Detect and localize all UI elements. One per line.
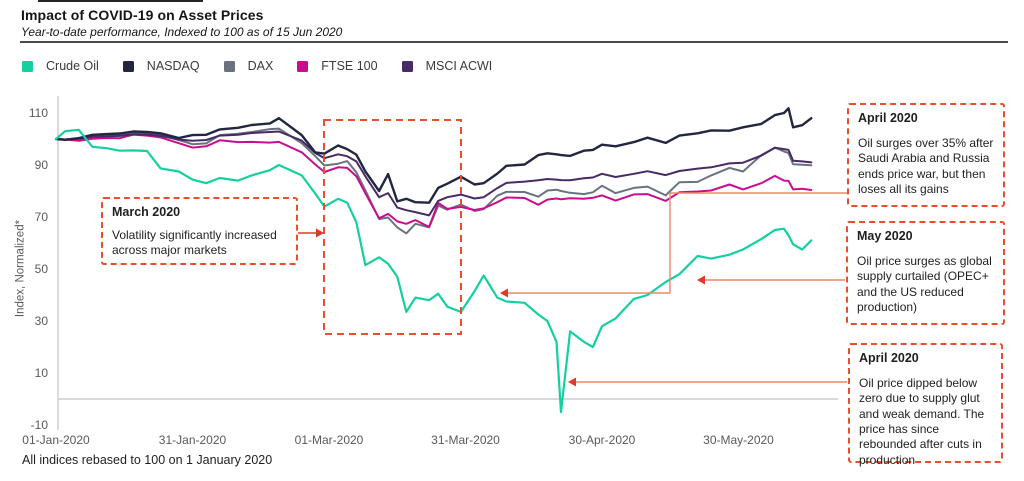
legend-swatch-dax	[223, 60, 235, 72]
legend-item-dax: DAX	[223, 59, 274, 73]
series-line-nasdaq	[54, 107, 813, 204]
legend-label: DAX	[247, 59, 274, 73]
annotation-april-below-zero: April 2020 Oil price dipped below zero d…	[848, 343, 1003, 467]
annotation-march: March 2020 Volatility significantly incr…	[101, 197, 298, 265]
series-line-ftse-100	[55, 133, 813, 228]
arrowhead-april-surge	[500, 288, 508, 298]
header-rule	[20, 41, 1008, 43]
x-tick-label: 01-Jan-2020	[22, 433, 90, 447]
y-tick-label: 110	[29, 106, 48, 120]
legend-item-msci-acwi: MSCI ACWI	[401, 59, 493, 73]
y-tick-label: 90	[35, 158, 49, 172]
x-tick-label: 30-Apr-2020	[569, 433, 636, 447]
y-tick-label: 70	[35, 210, 49, 224]
annotation-title: May 2020	[857, 229, 913, 243]
arrowhead-april-below-zero	[568, 377, 576, 387]
annotation-connector-april-surge	[507, 192, 847, 294]
y-tick-label: 50	[35, 262, 49, 276]
x-tick-label: 31-Jan-2020	[159, 433, 227, 447]
legend-item-nasdaq: NASDAQ	[122, 59, 200, 73]
y-tick-label: 10	[35, 366, 49, 380]
series-line-crude-oil	[54, 128, 813, 414]
x-tick-label: 31-Mar-2020	[431, 433, 500, 447]
y-tick-label: 30	[35, 314, 49, 328]
legend-item-ftse-100: FTSE 100	[297, 59, 378, 73]
page-subtitle: Year-to-date performance, Indexed to 100…	[21, 25, 343, 39]
legend-item-crude-oil: Crude Oil	[22, 59, 99, 73]
annotation-title: March 2020	[112, 205, 181, 219]
y-axis-title: Index, Normalized*	[14, 219, 27, 318]
annotation-body: Volatility significantly increased acros…	[112, 228, 277, 258]
march-highlight-rect	[323, 119, 462, 335]
top-edge-artifact	[38, 0, 203, 2]
legend-swatch-ftse-100	[297, 60, 309, 72]
page-title: Impact of COVID-19 on Asset Prices	[21, 7, 264, 23]
annotation-title: April 2020	[858, 111, 918, 125]
legend-label: Crude Oil	[46, 59, 99, 73]
legend-swatch-crude-oil	[22, 60, 33, 72]
legend-label: NASDAQ	[146, 59, 200, 73]
x-tick-label: 01-Mar-2020	[295, 433, 364, 447]
annotation-body: Oil price dipped below zero due to suppl…	[859, 376, 985, 467]
annotation-may-supply-curtailed: May 2020 Oil price surges as global supp…	[846, 221, 1005, 325]
annotation-april-oil-surge: April 2020 Oil surges over 35% after Sau…	[847, 103, 1005, 207]
annotation-title: April 2020	[859, 351, 919, 365]
y-tick-label: -10	[31, 418, 49, 432]
legend: Crude Oil NASDAQ DAX FTSE 100 MSCI ACWI	[22, 59, 516, 73]
footnote: All indices rebased to 100 on 1 January …	[22, 453, 273, 467]
legend-label: MSCI ACWI	[425, 59, 493, 73]
arrowhead-march	[316, 228, 324, 238]
series-line-msci-acwi	[55, 130, 813, 217]
legend-swatch-msci-acwi	[401, 60, 413, 72]
annotation-body: Oil surges over 35% after Saudi Arabia a…	[858, 136, 994, 197]
legend-swatch-nasdaq	[122, 60, 134, 72]
x-tick-label: 30-May-2020	[703, 433, 774, 447]
arrowhead-may	[697, 275, 705, 285]
annotation-body: Oil price surges as global supply curtai…	[857, 254, 992, 315]
legend-label: FTSE 100	[321, 59, 378, 73]
series-line-dax	[55, 127, 813, 235]
